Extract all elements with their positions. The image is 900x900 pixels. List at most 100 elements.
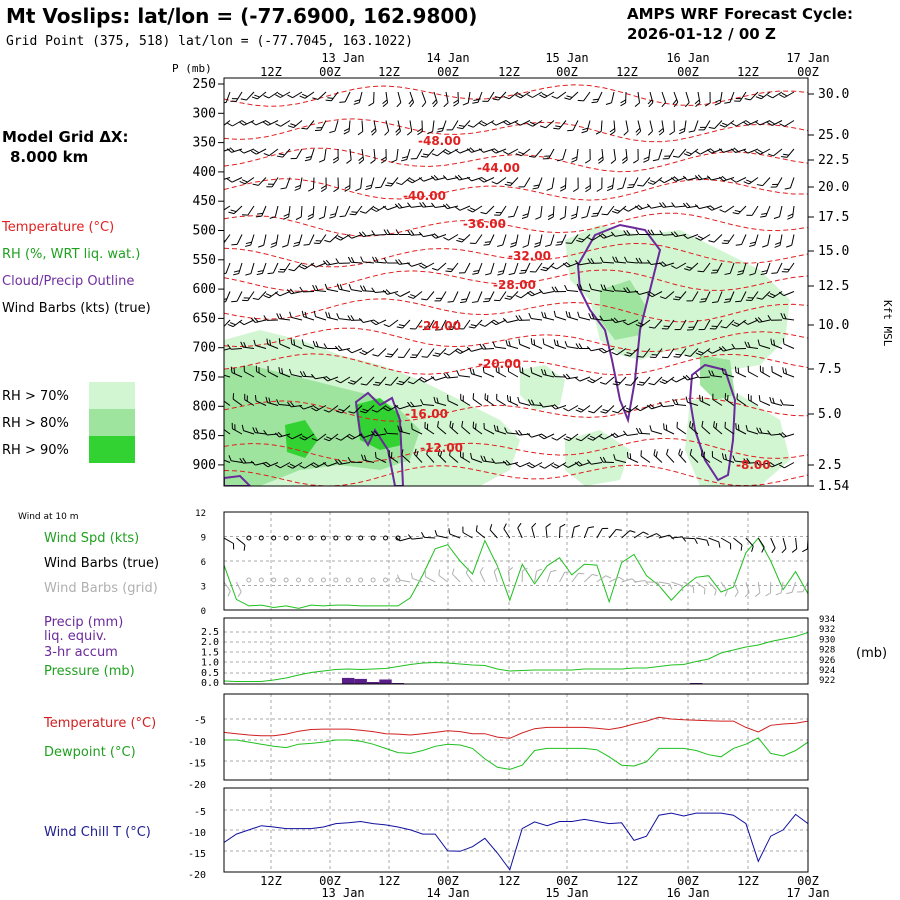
wind-barb	[290, 148, 303, 160]
wind-barb	[466, 346, 483, 352]
wind-barb	[506, 394, 519, 406]
wind-barb	[503, 91, 519, 100]
wind-barb	[278, 367, 291, 378]
pressure-tick-label: 600	[193, 282, 216, 297]
model-grid-value: 8.000 km	[10, 148, 88, 166]
wind-barb	[672, 91, 679, 108]
wind-barb	[329, 205, 339, 219]
wind-barb	[718, 175, 735, 182]
wind-barb	[774, 234, 783, 248]
pressure-tick-label: 928	[819, 646, 835, 656]
wind-barb	[746, 205, 759, 216]
wind-barb	[659, 230, 675, 236]
wind-barb	[430, 174, 447, 181]
time-tick-label: 12Z	[260, 874, 282, 888]
wind-barb	[472, 421, 483, 435]
wind-barb	[701, 420, 711, 435]
calm-marker	[283, 535, 289, 541]
wind-barb	[689, 421, 699, 435]
wind-barb	[653, 449, 663, 463]
wind-barb	[430, 375, 447, 381]
wind-barb	[358, 317, 375, 323]
wind-barb	[224, 394, 231, 406]
wind-barb-grid	[744, 581, 750, 598]
wind-barb	[610, 317, 627, 324]
wind-barb	[577, 311, 591, 321]
calm-marker	[246, 535, 252, 541]
wind-barb	[322, 375, 339, 382]
wind-barb	[467, 120, 483, 128]
wind-barb	[766, 461, 783, 468]
wind-barb	[564, 340, 579, 349]
wind-barb	[479, 343, 495, 350]
wind-barb	[576, 234, 591, 243]
wind-barb	[227, 319, 243, 328]
wind-barb	[254, 394, 267, 406]
wind-barb	[673, 291, 687, 301]
wind-barb	[293, 234, 303, 247]
wind-barb	[460, 393, 471, 406]
wind-barb	[407, 229, 423, 236]
wind-barb-grid	[720, 581, 728, 597]
wind-barb	[519, 366, 531, 378]
wind-barb	[396, 319, 411, 329]
wind-barb	[289, 368, 303, 378]
wind-barb	[346, 148, 352, 164]
pressure-tick-label: 700	[193, 341, 216, 356]
pressure-label: Pressure (mb)	[44, 664, 135, 679]
temperature-contour	[224, 437, 808, 463]
wind-barb	[781, 148, 795, 158]
wind-barb	[406, 262, 423, 267]
wind-barb-true	[489, 524, 498, 539]
wind-barb	[586, 346, 603, 352]
wind-barb-grid	[493, 566, 499, 583]
wind-barb	[770, 338, 783, 349]
wind-barb	[515, 315, 531, 321]
wind-barb	[456, 234, 471, 243]
wind-barbs-grid-label: Wind Barbs (grid)	[44, 581, 158, 596]
wind-barb	[742, 319, 759, 325]
wind-barb	[409, 348, 423, 359]
wind-barb	[358, 433, 375, 439]
wind-barb	[454, 205, 471, 211]
wind-barb	[407, 202, 423, 208]
wind-barb	[287, 462, 303, 469]
kft-tick-label: 20.0	[818, 180, 849, 195]
wind-barb	[361, 454, 375, 463]
wind-barb	[605, 91, 615, 105]
pressure-tick-label: 934	[819, 615, 835, 625]
wind-barb	[324, 234, 339, 243]
wind-barb	[659, 291, 675, 300]
wind-barb	[394, 291, 411, 297]
wind-barb	[698, 120, 711, 131]
wind-barb	[732, 205, 747, 215]
wind-gridlines	[224, 512, 809, 610]
wind-barb-true	[745, 537, 754, 552]
wind-barb	[685, 396, 699, 406]
wind-barb	[406, 120, 413, 136]
wind-barb	[649, 348, 663, 359]
pressure-axis: 250 300 350 400 450 500 550 600 650 700 750 800 850 9…	[193, 77, 224, 473]
wind-barb	[695, 372, 711, 379]
pressure-tick-label: 350	[193, 136, 216, 151]
time-tick-label: 00Z	[319, 874, 341, 888]
wind-barb	[233, 262, 243, 276]
wind-barb-true	[583, 526, 595, 539]
wind-barb	[646, 203, 663, 209]
pressure-tick-label: 800	[193, 399, 216, 414]
wind-barb	[658, 261, 675, 267]
wind-barb	[304, 148, 315, 162]
calm-marker	[383, 577, 389, 583]
wind-barb	[731, 120, 747, 127]
wind-barb-grid	[583, 573, 598, 583]
wind-barb	[371, 430, 387, 437]
wind-barb	[575, 405, 591, 413]
wind-barb	[699, 394, 711, 406]
wind-barb	[529, 262, 543, 273]
wind-barb	[599, 456, 615, 463]
rh-region	[685, 395, 790, 486]
wind-barb-grid	[708, 581, 717, 596]
wind-barb	[683, 148, 699, 157]
rh-legend-swatch	[89, 382, 135, 409]
wind-barb	[647, 229, 663, 236]
